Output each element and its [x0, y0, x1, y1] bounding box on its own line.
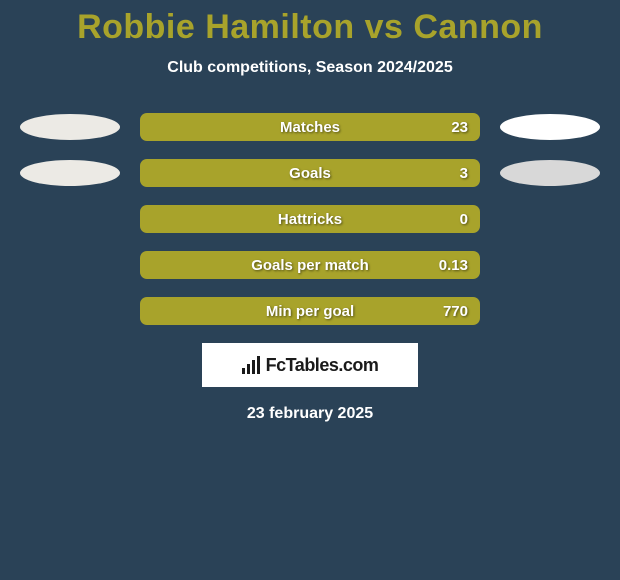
stat-label: Matches	[280, 119, 340, 136]
stat-value: 0.13	[439, 257, 468, 274]
stat-bar: Goals 3	[140, 159, 480, 187]
stat-label: Hattricks	[278, 211, 342, 228]
stat-row: Goals 3	[0, 159, 620, 187]
player-right-ellipse	[500, 160, 600, 186]
stat-value: 0	[460, 211, 468, 228]
stat-value: 3	[460, 165, 468, 182]
player-left-ellipse	[20, 160, 120, 186]
stat-bar: Min per goal 770	[140, 297, 480, 325]
stat-label: Goals	[289, 165, 331, 182]
player-left-ellipse	[20, 114, 120, 140]
comparison-infographic: Robbie Hamilton vs Cannon Club competiti…	[0, 0, 620, 423]
stat-value: 770	[443, 303, 468, 320]
spacer	[20, 252, 120, 278]
spacer	[20, 206, 120, 232]
stat-bar: Hattricks 0	[140, 205, 480, 233]
stat-label: Min per goal	[266, 303, 354, 320]
stat-value: 23	[451, 119, 468, 136]
chart-icon	[242, 356, 260, 374]
stat-row: Matches 23	[0, 113, 620, 141]
stat-row: Min per goal 770	[0, 297, 620, 325]
player-right-ellipse	[500, 114, 600, 140]
stat-bar: Goals per match 0.13	[140, 251, 480, 279]
stat-row: Goals per match 0.13	[0, 251, 620, 279]
stat-label: Goals per match	[251, 257, 369, 274]
spacer	[20, 298, 120, 324]
spacer	[500, 206, 600, 232]
page-subtitle: Club competitions, Season 2024/2025	[0, 59, 620, 77]
spacer	[500, 252, 600, 278]
stat-bar: Matches 23	[140, 113, 480, 141]
stat-row: Hattricks 0	[0, 205, 620, 233]
date-label: 23 february 2025	[0, 405, 620, 423]
spacer	[500, 298, 600, 324]
brand-logo: FcTables.com	[202, 343, 418, 387]
brand-name: FcTables.com	[266, 355, 379, 376]
page-title: Robbie Hamilton vs Cannon	[0, 8, 620, 47]
